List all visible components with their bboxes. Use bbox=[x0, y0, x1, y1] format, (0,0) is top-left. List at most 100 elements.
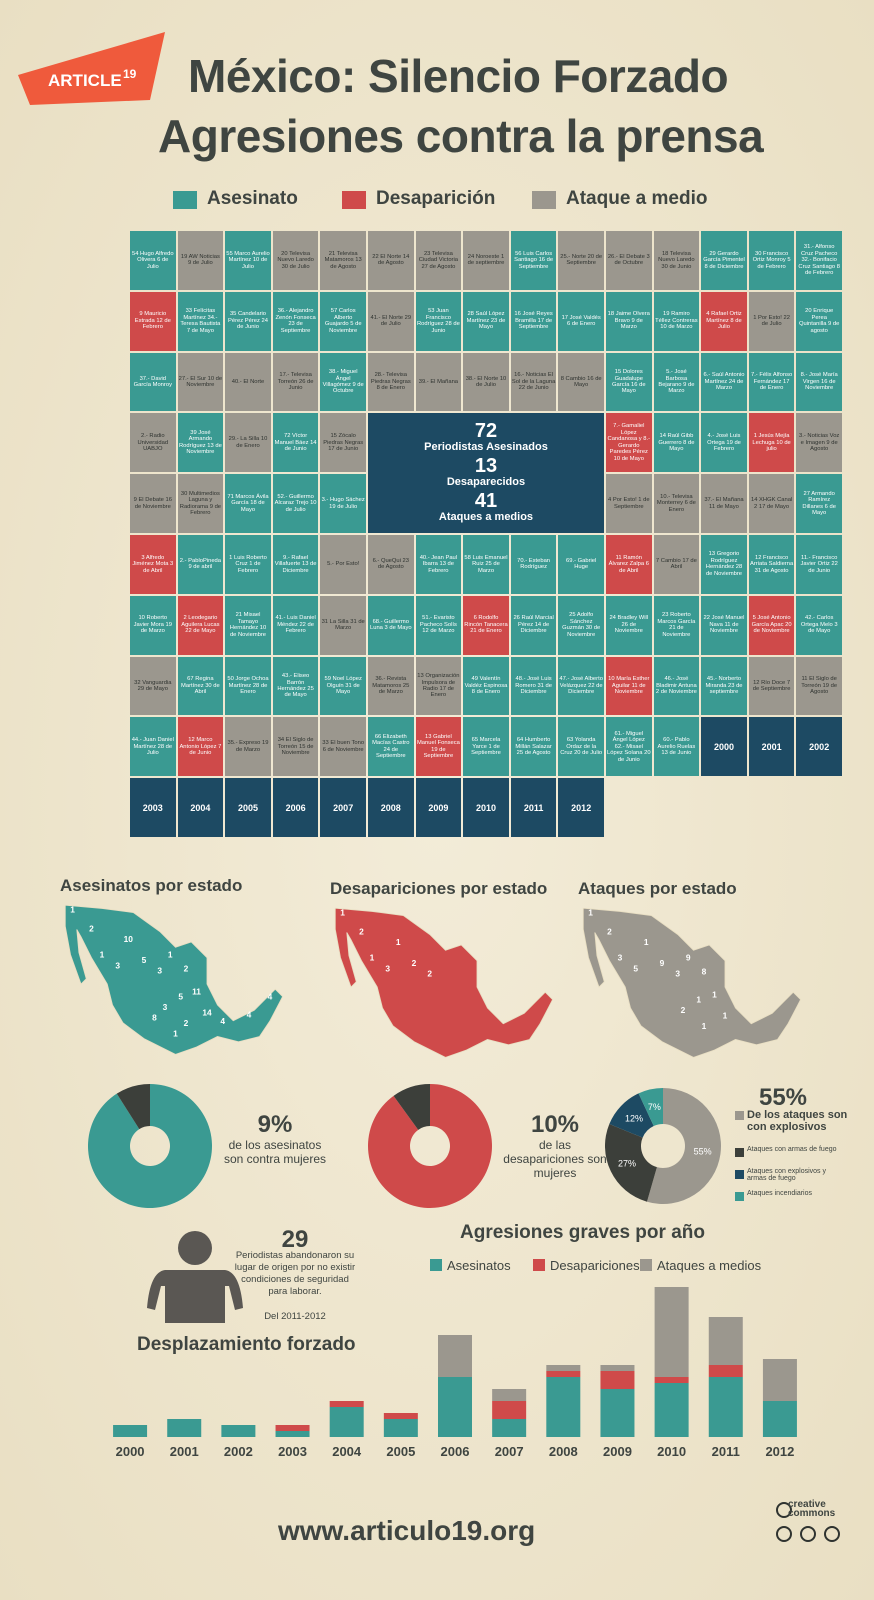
bar-segment bbox=[762, 1401, 797, 1437]
bar-segment bbox=[438, 1335, 472, 1377]
year-marker: 2001 bbox=[748, 717, 795, 777]
map-label: 1 bbox=[723, 1011, 728, 1021]
x-tick-label: 2002 bbox=[224, 1444, 253, 1459]
map-label: 3 bbox=[163, 1002, 168, 1012]
event-tile: 39 José Armando Rodríguez 13 de Noviembr… bbox=[177, 413, 224, 473]
event-tile: 13 Gabriel Manuel Fonseca 19 de Septiemb… bbox=[415, 717, 462, 777]
x-tick-label: 2003 bbox=[278, 1444, 307, 1459]
summary-number: 41 bbox=[474, 489, 498, 512]
year-marker: 2005 bbox=[225, 778, 271, 837]
pie-slice bbox=[605, 1124, 657, 1202]
event-tile: 21 Televisa Matamoros 13 de Agosto bbox=[320, 231, 366, 290]
map-label: 2 bbox=[681, 1005, 686, 1015]
pie-headline: 10% bbox=[530, 1111, 580, 1138]
summary-label: Periodistas Asesinados bbox=[424, 440, 548, 453]
event-tile: 28.- Televisa Piedras Negras 8 de Enero bbox=[367, 352, 414, 412]
event-tile: 36.- Alejandro Zenón Fonseca 23 de Septi… bbox=[272, 291, 319, 351]
event-tile: 1 Jesús Mejía Lechuga 10 de julio bbox=[748, 413, 795, 473]
map-label: 5 bbox=[178, 992, 183, 1002]
footer-url: www.articulo19.org bbox=[278, 1515, 536, 1546]
map-label: 8 bbox=[702, 966, 707, 976]
bar-segment bbox=[492, 1401, 527, 1419]
summary-number: 72 bbox=[474, 419, 498, 442]
event-tile: 10 María Esther Aguilar 11 de Noviembre bbox=[605, 656, 652, 716]
event-tile: 41.- Luis Daniel Méndez 22 de Febrero bbox=[272, 595, 319, 655]
summary-number: 13 bbox=[474, 454, 498, 477]
bar-segment bbox=[492, 1389, 527, 1401]
event-tile: 19 AW Noticias 9 de Julio bbox=[177, 231, 224, 290]
map-label: 1 bbox=[696, 995, 701, 1005]
year-marker: 2010 bbox=[463, 778, 509, 837]
bar-segment bbox=[383, 1413, 418, 1419]
event-tile: 2.- PabloPineda 9 de abril bbox=[177, 534, 224, 594]
pie-legend-label: Ataques con explosivos y armas de fuego bbox=[747, 1168, 826, 1182]
event-tile: 7 Cambio 17 de Abril bbox=[653, 534, 700, 594]
logo-number: 19 bbox=[123, 67, 137, 81]
event-tile: 71 Marcos Ávila García 18 de Mayo bbox=[225, 474, 271, 533]
event-tile: 17.- Televisa Torreón 26 de Junio bbox=[272, 352, 319, 412]
legend-swatch bbox=[735, 1111, 744, 1120]
bar-segment bbox=[221, 1425, 256, 1437]
event-tile: 57 Carlos Alberto Guajardo 5 de Noviembr… bbox=[320, 291, 366, 351]
year-marker: 2004 bbox=[177, 778, 224, 837]
event-tile: 13 Gregorio Rodríguez Hernández 28 de No… bbox=[701, 534, 747, 594]
map-label: 9 bbox=[660, 958, 665, 968]
event-tile: 7.- Gamaliel López Candanosa y 8.- Gerar… bbox=[605, 413, 652, 473]
event-tile: 16.- Noticias El Sol de la Laguna 22 de … bbox=[510, 352, 557, 412]
bar-segment bbox=[546, 1365, 581, 1371]
event-tile: 32 Vanguardia 29 de Mayo bbox=[130, 656, 176, 716]
map-label: 5 bbox=[633, 963, 638, 973]
legend-label: Desaparición bbox=[376, 188, 496, 209]
event-tile: 69.- Gabriel Huge bbox=[558, 534, 604, 594]
cc-nc bbox=[824, 1526, 840, 1542]
slice-label: 55% bbox=[694, 1147, 712, 1157]
event-tile: 56 Luis Carlos Santiago 16 de Septiembre bbox=[510, 231, 557, 290]
pie-headline: 55% bbox=[758, 1084, 808, 1111]
event-tile: 6.- QueQui 23 de Agosto bbox=[367, 534, 414, 594]
event-tile: 42.- Carlos Ortega Melo 3 de Mayo bbox=[796, 595, 842, 655]
bar-segment bbox=[654, 1287, 689, 1377]
event-tile: 66 Elizabeth Macías Castro 24 de Septiem… bbox=[367, 717, 414, 777]
event-tile: 52.- Guillermo Alcaraz Trejo 10 de Julio bbox=[272, 474, 319, 533]
map-title: Asesinatos por estado bbox=[60, 876, 243, 895]
event-tile: 40.- Jean Paul Ibarra 13 de Febrero bbox=[415, 534, 462, 594]
map-label: 1 bbox=[173, 1029, 178, 1039]
pie-slice bbox=[646, 1088, 722, 1205]
event-tile: 13 Organización Impulsora de Radio 17 de… bbox=[415, 656, 462, 716]
person-head bbox=[178, 1231, 212, 1265]
pie-caption: de los asesinatos son contra mujeres bbox=[223, 1138, 327, 1166]
event-tile: 10 Roberto Javier Mora 19 de Marzo bbox=[130, 595, 176, 655]
pie-slice bbox=[609, 1093, 654, 1138]
bar-segment bbox=[383, 1419, 418, 1437]
event-tile: 21 Misael Tamayo Hernández 10 de Noviemb… bbox=[225, 595, 271, 655]
map-label: 2 bbox=[89, 924, 94, 934]
event-tile: 47.- José Alberto Velázquez 22 de Diciem… bbox=[558, 656, 604, 716]
year-marker: 2003 bbox=[130, 778, 176, 837]
pie-slice bbox=[87, 1084, 212, 1209]
map-label: 1 bbox=[100, 950, 105, 960]
event-tile: 59 Noel López Olguín 31 de Mayo bbox=[320, 656, 366, 716]
map-label: 1 bbox=[644, 937, 649, 947]
event-tile: 30 Francisco Ortiz Monroy 5 de Febrero bbox=[748, 231, 795, 290]
event-tile: 70.- Esteban Rodríguez bbox=[510, 534, 557, 594]
event-tile: 31.- Alfonso Cruz Pacheco 32.- Bonifacio… bbox=[796, 231, 842, 290]
slice-label: 12% bbox=[625, 1113, 643, 1123]
map-label: 1 bbox=[70, 905, 75, 915]
event-tile: 61.- Miguel Ángel López 62.- Misael Lópe… bbox=[605, 717, 652, 777]
cc-by bbox=[776, 1526, 792, 1542]
event-tile: 8 Cambio 16 de Mayo bbox=[558, 352, 604, 412]
bar-segment bbox=[600, 1365, 635, 1371]
x-tick-label: 2012 bbox=[765, 1444, 794, 1459]
slice-label: 7% bbox=[648, 1102, 661, 1112]
pie-legend-label: Ataques con armas de fuego bbox=[747, 1146, 837, 1153]
event-tile: 26.- El Debate 3 de Octubre bbox=[605, 231, 652, 290]
bar-segment bbox=[329, 1407, 364, 1437]
bar-segment bbox=[600, 1389, 635, 1437]
event-tile: 17 José Valdés 6 de Enero bbox=[558, 291, 604, 351]
event-tile: 19 Ramiro Téllez Contreras 10 de Marzo bbox=[653, 291, 700, 351]
map-shape bbox=[582, 907, 802, 1058]
displacement-period: Del 2011-2012 bbox=[264, 1311, 326, 1322]
bar-segment bbox=[654, 1377, 689, 1383]
map-label: 2 bbox=[607, 927, 612, 937]
